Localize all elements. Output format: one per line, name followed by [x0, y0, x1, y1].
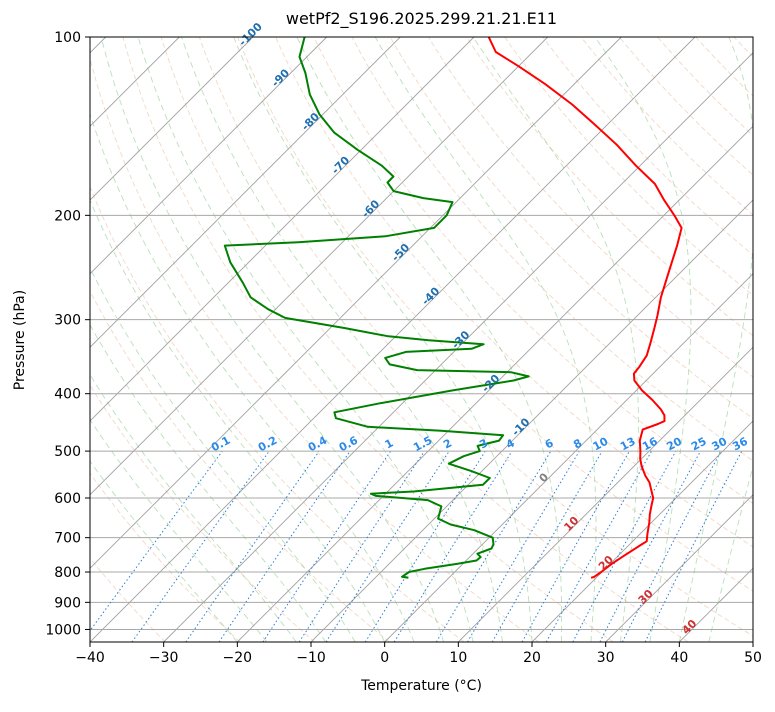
mixing-ratio-line — [522, 452, 629, 642]
y-tick-label: 1000 — [45, 622, 81, 638]
isotherm-line — [532, 37, 775, 642]
mixing-ratio-label: 1 — [383, 436, 396, 451]
x-tick-label: 50 — [744, 650, 762, 666]
mixing-ratio-label: 10 — [591, 435, 611, 454]
mixing-ratio-line — [546, 452, 651, 642]
y-tick-label: 200 — [54, 208, 81, 224]
mixing-ratio-line — [573, 452, 676, 642]
moist-adiabat-label: 10 — [561, 514, 581, 534]
x-axis-label: Temperature (°C) — [90, 678, 753, 694]
moist-adiabat-label: -20 — [479, 372, 502, 395]
y-tick-label: 600 — [54, 491, 81, 507]
mixing-ratio-line — [219, 452, 350, 642]
x-tick-label: −10 — [296, 650, 326, 666]
dry-adiabat-line — [8, 37, 389, 642]
mixing-ratio-label: 2 — [441, 436, 454, 451]
x-tick-label: −20 — [223, 650, 253, 666]
moist-adiabat-label: 30 — [636, 587, 656, 607]
y-tick-label: 400 — [54, 387, 81, 403]
isotherm-line — [385, 37, 775, 642]
moist-adiabat-label: -40 — [419, 284, 442, 307]
mixing-ratio-line — [326, 452, 449, 642]
moist-adiabat-line — [0, 37, 267, 642]
x-tick-label: 30 — [597, 650, 615, 666]
moist-adiabat-label: -50 — [389, 241, 412, 264]
x-tick-label: 40 — [670, 650, 688, 666]
mixing-ratio-label: 16 — [640, 435, 660, 454]
moist-adiabat-label: 20 — [596, 553, 616, 573]
dewpoint-profile-line — [225, 37, 529, 578]
moist-adiabat-label: -60 — [359, 197, 382, 220]
moist-adiabat-label: 40 — [679, 617, 699, 637]
mixing-ratio-label: 25 — [689, 435, 709, 454]
isotherm-line — [753, 37, 775, 642]
isotherm-line — [0, 37, 400, 642]
isotherm-line — [237, 37, 775, 642]
dry-adiabat-line — [467, 37, 775, 642]
moist-adiabat-label: -10 — [509, 415, 532, 438]
dry-adiabat-line — [0, 37, 315, 642]
isotherm-line — [0, 37, 327, 642]
y-tick-label: 800 — [54, 565, 81, 581]
moist-adiabat-line — [709, 37, 775, 642]
x-tick-label: −30 — [149, 650, 179, 666]
isotherm-line — [90, 37, 695, 642]
moist-adiabat-line — [595, 37, 691, 642]
moist-adiabat-label: -70 — [329, 154, 352, 177]
y-tick-label: 100 — [54, 30, 81, 46]
moist-adiabat-line — [41, 37, 384, 642]
mixing-ratio-label: 36 — [730, 435, 750, 454]
mixing-ratio-label: 20 — [664, 435, 684, 454]
y-tick-label: 300 — [54, 313, 81, 329]
moist-adiabat-line — [69, 37, 414, 642]
x-tick-label: −40 — [75, 650, 105, 666]
mixing-ratio-line — [436, 452, 550, 642]
isotherm-line — [0, 37, 253, 642]
isotherm-line — [311, 37, 775, 642]
x-tick-label: 0 — [380, 650, 389, 666]
y-axis-label: Pressure (hPa) — [12, 290, 28, 390]
isotherm-line — [679, 37, 775, 642]
dry-adiabat-line — [505, 37, 775, 642]
dry-adiabat-line — [543, 37, 775, 642]
y-tick-label: 500 — [54, 444, 81, 460]
dry-adiabat-line — [390, 37, 775, 642]
mixing-ratio-line — [299, 452, 424, 642]
x-tick-label: 20 — [523, 650, 541, 666]
y-tick-label: 700 — [54, 531, 81, 547]
dry-adiabat-line — [428, 37, 775, 642]
mixing-ratio-line — [82, 452, 222, 642]
chart-title: wetPf2_S196.2025.299.21.21.E11 — [90, 9, 753, 28]
mixing-ratio-label: 13 — [618, 435, 638, 454]
dry-adiabat-line — [734, 37, 775, 642]
isotherm-line — [0, 37, 474, 642]
temperature-profile-line — [489, 37, 682, 578]
moist-adiabat-label: -90 — [269, 66, 292, 89]
dry-adiabat-line — [238, 37, 775, 642]
mixing-ratio-label: 30 — [710, 435, 730, 454]
x-tick-label: 10 — [449, 650, 467, 666]
mixing-ratio-line — [365, 452, 485, 642]
mixing-ratio-label: 6 — [543, 436, 556, 451]
dry-adiabat-line — [276, 37, 775, 642]
moist-adiabat-line — [0, 37, 237, 642]
y-tick-label: 900 — [54, 595, 81, 611]
dry-adiabat-line — [658, 37, 775, 642]
isotherm-line — [458, 37, 775, 642]
dry-adiabat-line — [696, 37, 775, 642]
dry-adiabat-line — [0, 37, 240, 642]
isotherm-line — [16, 37, 621, 642]
mixing-ratio-label: 4 — [504, 436, 517, 451]
